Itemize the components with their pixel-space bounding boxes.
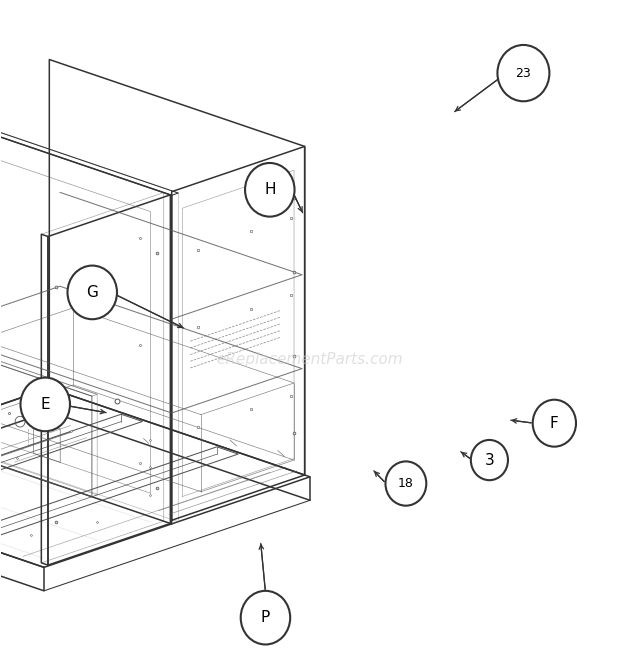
Text: F: F [550, 416, 559, 431]
Text: E: E [40, 397, 50, 412]
Circle shape [471, 440, 508, 480]
Circle shape [68, 265, 117, 319]
Text: H: H [264, 182, 275, 198]
Text: 23: 23 [516, 67, 531, 79]
Circle shape [497, 45, 549, 101]
Text: 18: 18 [398, 477, 414, 490]
Circle shape [20, 378, 70, 431]
Circle shape [386, 462, 427, 505]
Text: eReplacementParts.com: eReplacementParts.com [216, 352, 404, 367]
Text: 3: 3 [484, 452, 494, 468]
Text: G: G [86, 285, 98, 300]
Circle shape [245, 163, 294, 216]
Circle shape [533, 400, 576, 447]
Text: P: P [261, 610, 270, 625]
Circle shape [241, 591, 290, 644]
